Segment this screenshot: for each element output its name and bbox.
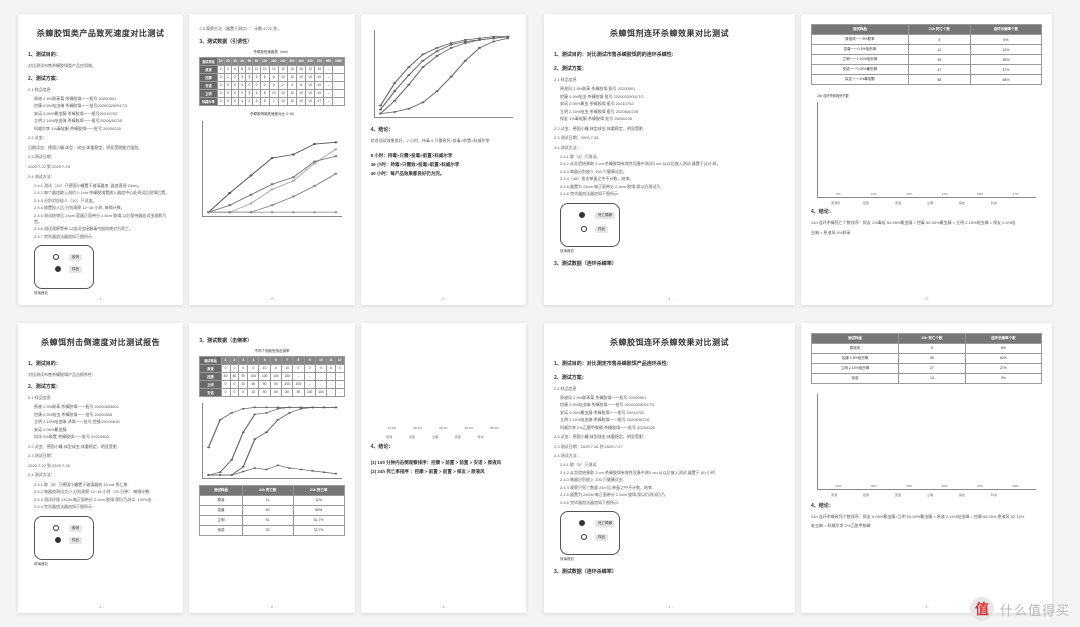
speed-table: 测试样品102030405060120180240300360540720960… (199, 57, 344, 106)
line-chart-a (202, 121, 341, 217)
dish-diagram: 死亡蟑螂 样品 (560, 511, 620, 555)
dish-diagram: 胶饵 样品 (34, 245, 94, 289)
page-a2: 2.5 观察方法（器置于测点）：计数 4722 秒。 3、测试数据（引诱性） 杀… (189, 14, 354, 305)
page-a3: 4、结论： 综合测试效果良好，2 小时，持毒 5 只需致死>投毒>前置>科威尔李… (361, 14, 526, 305)
report-grid: 杀蟑胶饵类产品致死速度对比测试 1、测试目的： 对比测试市售杀蟑胶饵类产品应用效… (0, 0, 1080, 627)
mini-table-d: 测试样品24h 死亡个数连环杀蟑率个数原液风55%控康 0.5%吡虫啉5862%… (811, 333, 1042, 384)
page-d1: 杀蟑胶饵连环杀蟑效果对比测试 1、测试目的：对比测定市售杀蟑胶饵产品连环杀性: … (544, 323, 795, 614)
line-chart-c (202, 403, 341, 479)
mini-table-c: 测试样品24h 死亡数24h 死亡率原液1111%控康5050%立明5151.7… (199, 485, 344, 536)
knockdown-table: 测试样品123456789101112原液00001001000000控康408… (199, 356, 344, 397)
report-d: 杀蟑胶饵连环杀蟑效果对比测试 1、测试目的：对比测定市售杀蟑胶饵产品连环杀性: … (544, 323, 1052, 614)
report-b: 杀蟑饵剂连环杀蟑效果对比测试 1、测试目的：对比测试市售杀蟑胶饵药的连环杀蟑性:… (544, 14, 1052, 305)
bar-chart-c: 31.6%88.3%95.0%83.3%85.0% 原液控康立明安诺科冰 (379, 343, 508, 431)
report-a: 杀蟑胶饵类产品致死速度对比测试 1、测试目的： 对比测试市售杀蟑胶饵类产品应用效… (18, 14, 526, 305)
page-b2: 测试样品24h 死亡个数连环杀蟑率个数原液风一一5%联苯55%控康一一0.5%吡… (801, 14, 1052, 305)
page-b1: 杀蟑饵剂连环杀蟑效果对比测试 1、测试目的：对比测试市售杀蟑胶饵药的连环杀蟑性:… (544, 14, 795, 305)
report-c: 杀蟑饵剂击倒速度对比测试报告 1、测试目的： 对比测试市售杀蟑胶饵产品击倒杀性:… (18, 323, 526, 614)
line-chart-a2 (374, 30, 513, 118)
bar-chart-b: 5%12%35%47%58%27% 原液风控康安诺立明探友科冰 (817, 102, 1036, 198)
sample-list: 原液 2.5%联苯菊 杀蟑胶饵一一瓶号 20200501控康 0.5%吡虫啉 杀… (34, 94, 173, 133)
page-d2: 测试样品24h 死亡个数连环杀蟑率个数原液风55%控康 0.5%吡虫啉5862%… (801, 323, 1052, 614)
mini-table-b: 测试样品24h 死亡个数连环杀蟑率个数原液风一一5%联苯55%控康一一0.5%吡… (811, 24, 1042, 85)
watermark-icon: 值 (970, 597, 994, 621)
dish-diagram: 死亡蟑螂 样品 (560, 203, 620, 247)
bar-chart-d: 20%45%30%62%47%28% 原液控康安诺立明探友科冰 (817, 394, 1036, 490)
watermark: 值 什么值得买 (970, 597, 1070, 621)
dish-diagram: 胶饵 样品 (34, 516, 94, 560)
page-title: 杀蟑胶饵类产品致死速度对比测试 (28, 28, 173, 39)
page-a1: 杀蟑胶饵类产品致死速度对比测试 1、测试目的： 对比测试市售杀蟑胶饵类产品应用效… (18, 14, 183, 305)
page-c3: 31.6%88.3%95.0%83.3%85.0% 原液控康立明安诺科冰 4、结… (361, 323, 526, 614)
page-c1: 杀蟑饵剂击倒速度对比测试报告 1、测试目的： 对比测试市售杀蟑胶饵产品击倒杀性:… (18, 323, 183, 614)
page-c2: 3、测试数据（击倒率） 不同个测致死测击倒率 测试样品1234567891011… (189, 323, 354, 614)
